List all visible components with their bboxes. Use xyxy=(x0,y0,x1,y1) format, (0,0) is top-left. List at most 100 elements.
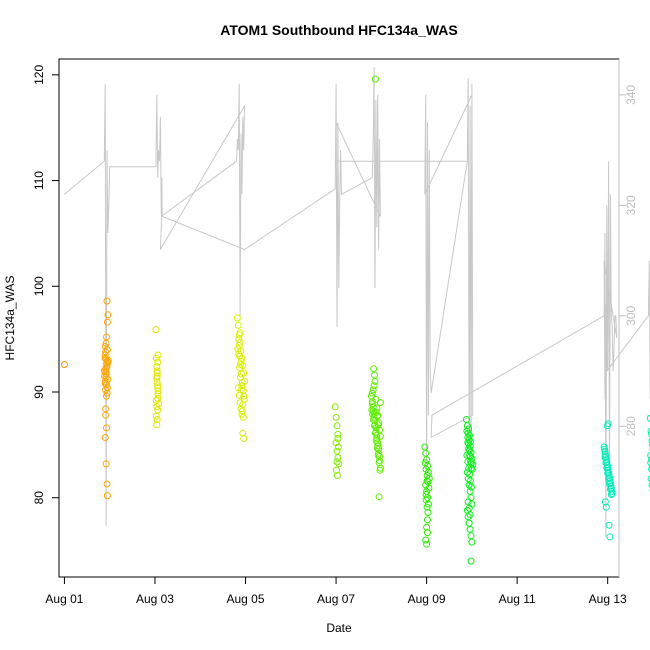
data-point xyxy=(602,503,610,511)
data-point xyxy=(466,451,474,459)
data-point xyxy=(647,427,650,435)
data-point xyxy=(371,75,379,83)
data-point xyxy=(103,333,110,341)
data-point xyxy=(376,432,384,440)
data-point xyxy=(370,382,378,390)
plot-frame xyxy=(58,58,620,578)
data-point xyxy=(468,538,476,546)
data-point xyxy=(376,466,384,474)
data-point xyxy=(334,430,342,438)
data-point xyxy=(607,491,615,498)
data-point xyxy=(421,459,429,467)
data-point xyxy=(239,413,247,421)
data-point xyxy=(374,439,382,447)
data-point xyxy=(423,540,431,548)
data-point xyxy=(606,485,614,493)
data-point xyxy=(374,421,382,429)
data-point xyxy=(154,394,162,402)
data-point xyxy=(103,318,111,326)
data-point xyxy=(332,413,340,421)
data-point xyxy=(375,493,383,501)
data-point xyxy=(368,398,376,405)
data-point xyxy=(423,523,431,531)
data-point xyxy=(424,516,431,524)
data-point xyxy=(375,445,383,453)
data-point xyxy=(237,386,245,394)
data-point xyxy=(463,422,471,430)
data-point xyxy=(102,366,110,374)
data-point xyxy=(236,329,244,337)
data-point xyxy=(463,451,471,459)
data-point xyxy=(464,513,472,521)
data-point xyxy=(370,365,378,373)
data-point xyxy=(103,389,111,397)
data-point xyxy=(238,382,246,390)
data-point xyxy=(154,382,162,390)
y-tick-label: 110 xyxy=(32,171,46,190)
y-tick-label: 80 xyxy=(32,491,46,505)
data-point xyxy=(102,370,110,378)
y-tick-label: 90 xyxy=(32,385,46,399)
data-point xyxy=(466,525,474,533)
data-point xyxy=(372,408,380,416)
data-point xyxy=(601,454,609,461)
y2-tick-label: 340 xyxy=(624,85,638,105)
data-point xyxy=(648,437,650,444)
data-point xyxy=(463,468,471,476)
data-point xyxy=(648,466,650,473)
data-point xyxy=(369,386,377,394)
data-point xyxy=(333,422,341,430)
data-point xyxy=(648,482,650,488)
data-point xyxy=(604,420,612,428)
data-point xyxy=(153,379,161,386)
data-point xyxy=(154,406,162,414)
data-point xyxy=(648,456,650,463)
data-point xyxy=(422,496,430,504)
data-point xyxy=(376,399,384,407)
data-point xyxy=(102,405,110,413)
y-axis: 80 90 100 110 120 xyxy=(32,65,59,505)
data-point xyxy=(373,444,381,452)
data-point xyxy=(153,416,161,423)
data-point xyxy=(646,414,650,422)
data-point xyxy=(423,503,431,511)
data-point xyxy=(371,371,378,379)
data-point xyxy=(464,498,472,506)
data-point xyxy=(102,355,110,363)
data-point xyxy=(422,536,430,544)
data-point xyxy=(466,431,474,439)
data-point xyxy=(233,314,241,322)
x-tick-label: Aug 03 xyxy=(136,592,174,606)
y2-tick-label: 320 xyxy=(624,195,638,215)
data-point xyxy=(466,446,474,454)
data-point xyxy=(103,297,111,305)
data-point xyxy=(367,392,375,400)
data-point xyxy=(103,492,111,500)
data-point xyxy=(237,361,244,368)
data-point xyxy=(103,480,111,488)
data-point xyxy=(235,350,243,358)
data-point xyxy=(240,392,248,400)
chart-title: ATOM1 Southbound HFC134a_WAS xyxy=(220,22,458,38)
data-point xyxy=(606,533,614,541)
data-point xyxy=(332,439,340,447)
data-point xyxy=(101,354,109,362)
data-point xyxy=(373,431,381,439)
x-tick-label: Aug 09 xyxy=(408,592,446,606)
data-point xyxy=(102,460,110,468)
data-point xyxy=(152,326,160,334)
data-point xyxy=(102,373,110,381)
data-point xyxy=(376,453,383,460)
data-point xyxy=(465,464,473,472)
data-point xyxy=(466,511,474,519)
data-point xyxy=(237,370,245,378)
data-point xyxy=(423,472,431,479)
data-point xyxy=(154,358,162,366)
data-point xyxy=(605,521,613,529)
data-point xyxy=(333,447,341,455)
data-point xyxy=(234,345,242,353)
data-point xyxy=(103,384,111,392)
data-point xyxy=(601,498,609,506)
y-axis-title: HFC134a_WAS xyxy=(3,276,17,361)
